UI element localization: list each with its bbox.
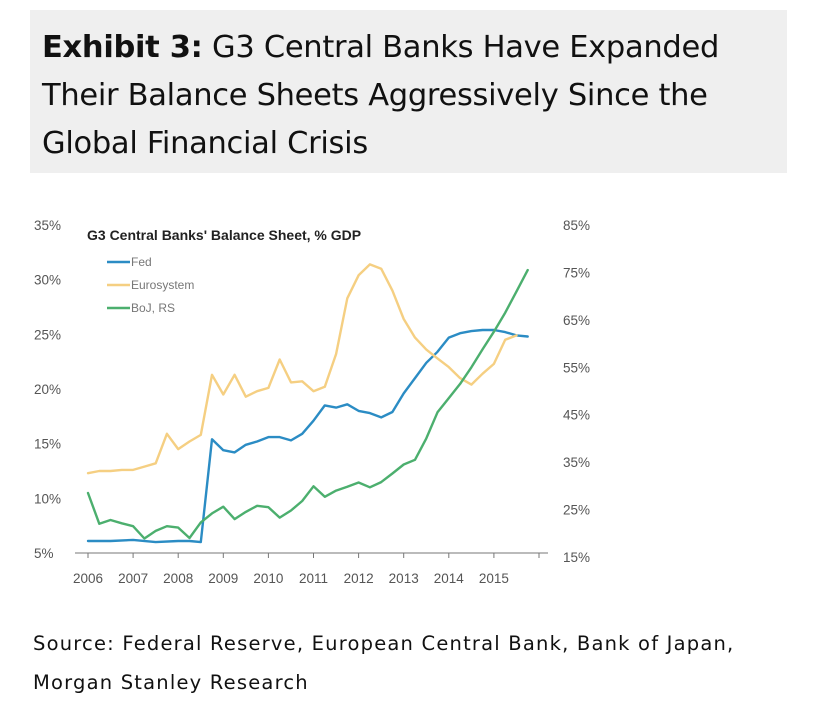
right-tick-label: 75%	[563, 265, 590, 280]
x-tick-label: 2007	[118, 571, 148, 586]
right-tick-label: 15%	[563, 550, 590, 565]
left-tick-label: 10%	[34, 491, 61, 506]
legend: Fed Eurosystem BoJ, RS	[107, 255, 194, 315]
exhibit-label: Exhibit 3:	[42, 30, 203, 65]
x-axis: 2006 2007 2008 2009 2010 2011 2012 2013 2014 2015	[73, 552, 548, 586]
right-axis: 15% 25% 35% 45% 55% 65% 75% 85%	[563, 218, 590, 565]
x-tick-label: 2006	[73, 571, 103, 586]
series-line-fed	[86, 328, 529, 544]
chart: 5% 10% 15% 20% 25% 30% 35% 15% 25% 35% 45% 55% 65% 7…	[34, 218, 590, 586]
x-tick-label: 2010	[253, 571, 283, 586]
x-tick-label: 2013	[389, 571, 419, 586]
series-line-eurosystem	[86, 263, 518, 475]
page-title: Exhibit 3: G3 Central Banks Have Expande…	[42, 24, 782, 168]
legend-label: BoJ, RS	[131, 301, 175, 315]
left-tick-label: 35%	[34, 218, 61, 233]
left-axis: 5% 10% 15% 20% 25% 30% 35%	[34, 218, 61, 561]
x-tick-label: 2015	[479, 571, 509, 586]
left-tick-label: 5%	[34, 546, 54, 561]
right-tick-label: 35%	[563, 455, 590, 470]
series-line-boj-rs	[86, 268, 529, 540]
left-tick-label: 25%	[34, 327, 61, 342]
series-lines	[86, 263, 529, 544]
source-note: Source: Federal Reserve, European Centra…	[33, 632, 735, 694]
right-tick-label: 65%	[563, 313, 590, 328]
right-tick-label: 45%	[563, 408, 590, 423]
x-tick-label: 2014	[434, 571, 465, 586]
left-tick-label: 20%	[34, 382, 61, 397]
chart-title: G3 Central Banks' Balance Sheet, % GDP	[87, 227, 361, 243]
x-tick-label: 2008	[163, 571, 193, 586]
left-tick-label: 30%	[34, 273, 61, 288]
right-tick-label: 25%	[563, 503, 590, 518]
x-tick-label: 2012	[344, 571, 374, 586]
legend-label: Eurosystem	[131, 278, 194, 292]
legend-label: Fed	[131, 255, 152, 269]
x-tick-label: 2009	[208, 571, 238, 586]
left-tick-label: 15%	[34, 437, 61, 452]
right-tick-label: 55%	[563, 360, 590, 375]
exhibit-title: G3 Central Banks Have Expanded Their Bal…	[42, 30, 719, 161]
right-tick-label: 85%	[563, 218, 590, 233]
x-tick-label: 2011	[299, 571, 328, 586]
title-box	[30, 10, 787, 173]
